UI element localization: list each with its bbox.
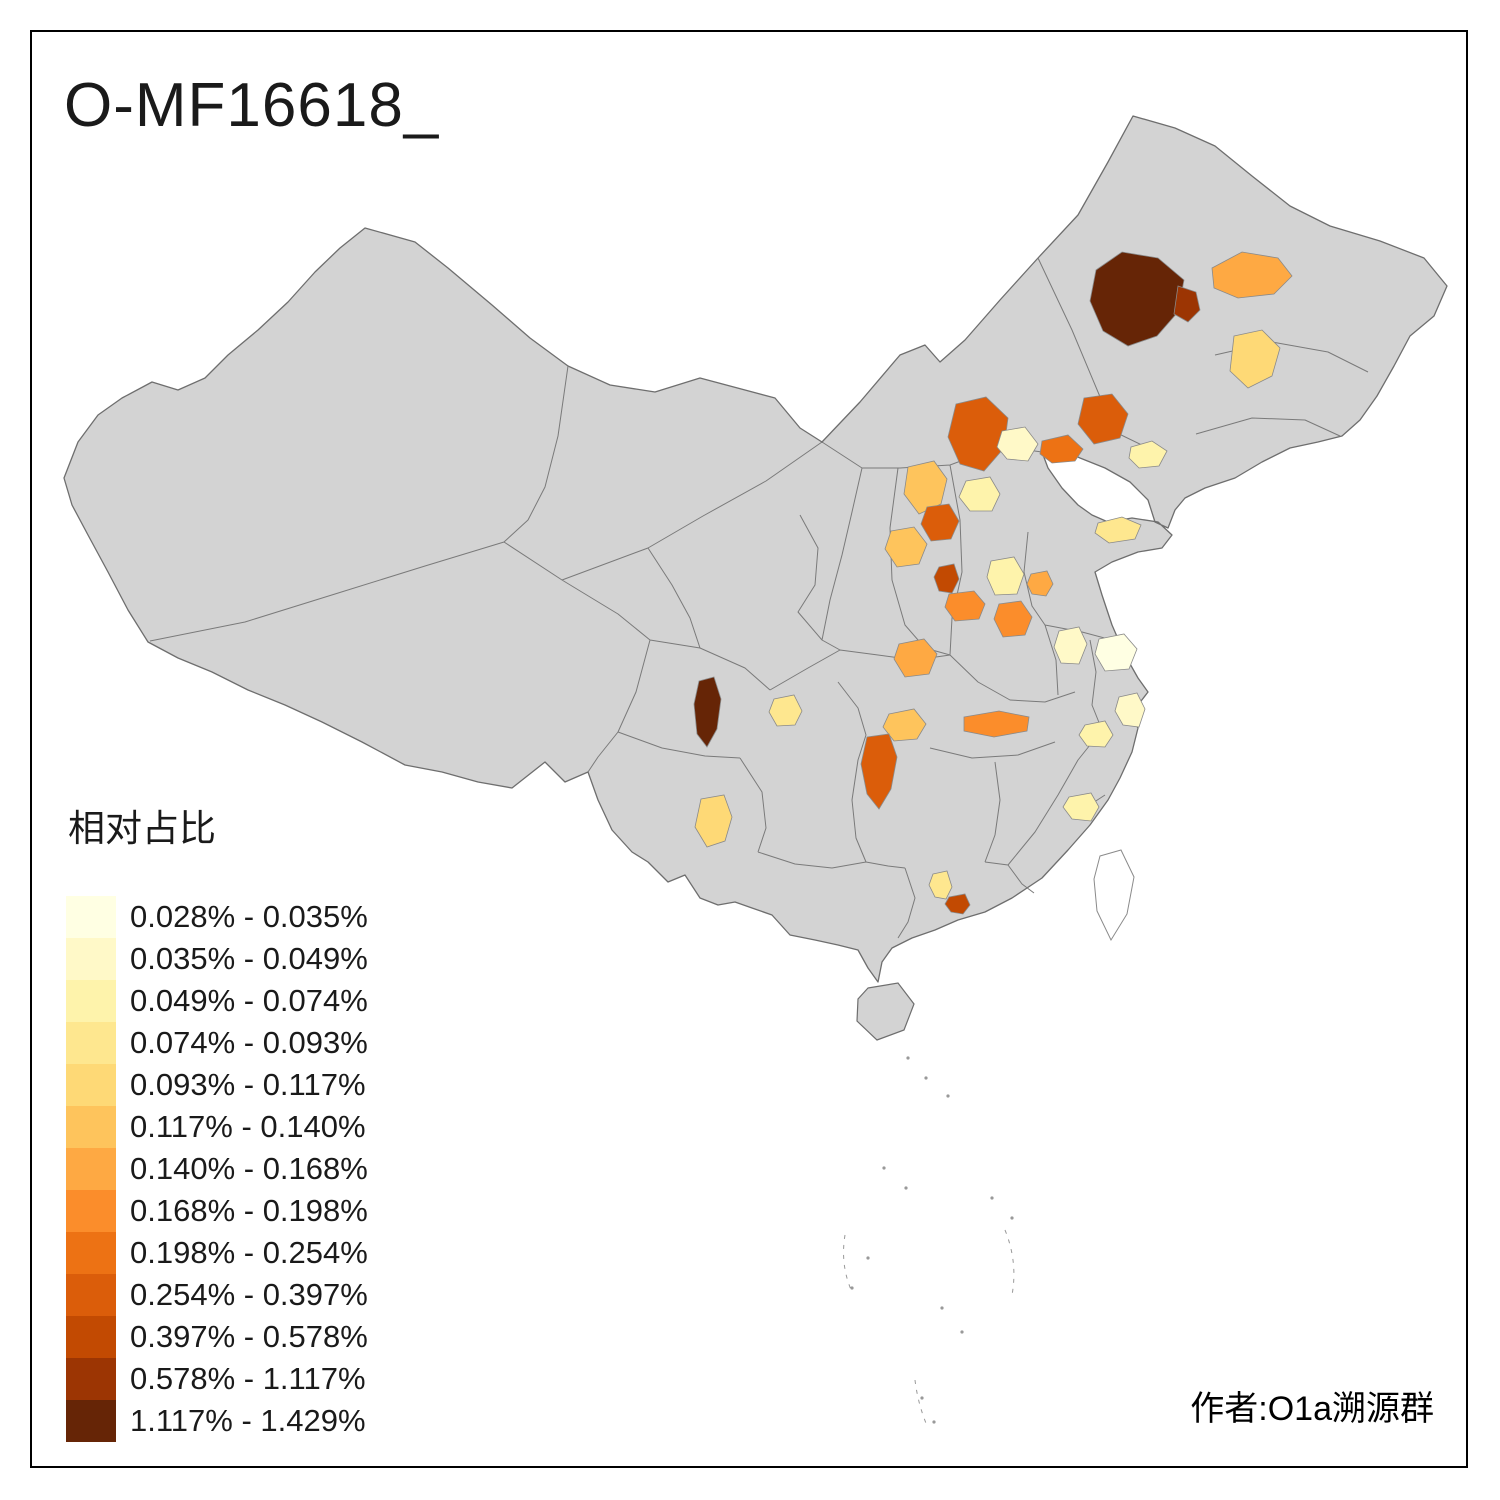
legend-swatch — [66, 1022, 116, 1064]
south-china-sea-dashed-lines — [843, 1229, 1015, 1429]
legend-rows: 0.028% - 0.035% 0.035% - 0.049% 0.049% -… — [66, 896, 368, 1442]
map-region-luoyang — [944, 590, 986, 622]
legend-swatch — [66, 1316, 116, 1358]
map-region-jinan — [1026, 570, 1054, 597]
legend-item: 0.074% - 0.093% — [66, 1022, 368, 1064]
legend-item: 0.198% - 0.254% — [66, 1232, 368, 1274]
legend-swatch — [66, 1274, 116, 1316]
legend-label: 0.117% - 0.140% — [130, 1109, 366, 1144]
map-region-northeast-lobe — [1173, 285, 1201, 323]
page-title: O-MF16618_ — [64, 71, 440, 140]
map-region-chongqing-north — [882, 708, 927, 742]
map-region-guangzhou — [944, 893, 971, 915]
map-region-north-anhui — [1053, 626, 1088, 665]
map-region-hohhot — [947, 396, 1009, 472]
map-region-lvliang — [884, 526, 928, 568]
map-region-beijing — [996, 426, 1039, 462]
legend-swatch — [66, 938, 116, 980]
legend-label: 0.168% - 0.198% — [130, 1193, 368, 1228]
south-china-sea-marks — [850, 1056, 1014, 1424]
legend-item: 0.093% - 0.117% — [66, 1064, 368, 1106]
province-borders — [149, 257, 1369, 939]
legend-title: 相对占比 — [68, 808, 216, 849]
colored-regions — [693, 251, 1293, 915]
legend-label: 0.035% - 0.049% — [130, 941, 368, 976]
legend-item: 0.028% - 0.035% — [66, 896, 368, 938]
map-region-liaodong — [1128, 440, 1168, 469]
legend-swatch — [66, 1232, 116, 1274]
map-region-xinzhou — [903, 460, 948, 515]
legend-swatch — [66, 1148, 116, 1190]
legend-swatch — [66, 896, 116, 938]
map-region-jiangxi-fujian — [1062, 792, 1100, 822]
legend-swatch — [66, 1106, 116, 1148]
map-region-changchun — [1229, 329, 1281, 389]
map-region-sichuan — [693, 676, 722, 748]
legend-label: 0.198% - 0.254% — [130, 1235, 368, 1270]
map-region-tangshan — [1039, 434, 1084, 464]
legend-label: 0.093% - 0.117% — [130, 1067, 366, 1102]
legend-item: 0.168% - 0.198% — [66, 1190, 368, 1232]
legend-label: 0.049% - 0.074% — [130, 983, 368, 1018]
legend-item: 0.049% - 0.074% — [66, 980, 368, 1022]
legend-item: 0.578% - 1.117% — [66, 1358, 368, 1400]
legend-label: 0.074% - 0.093% — [130, 1025, 368, 1060]
legend: 相对占比 0.028% - 0.035% 0.035% - 0.049% 0.0… — [66, 798, 368, 1442]
map-region-hubei — [963, 710, 1030, 738]
map-region-zhengzhou — [993, 600, 1033, 638]
map-region-south-anhui — [1078, 720, 1114, 748]
map-region-northeast-main — [1089, 251, 1185, 347]
map-region-west-hunan — [860, 733, 898, 810]
legend-swatch — [66, 1190, 116, 1232]
legend-swatch — [66, 1358, 116, 1400]
map-region-jiaodong — [1094, 516, 1142, 544]
legend-item: 0.140% - 0.168% — [66, 1148, 368, 1190]
map-region-linfen — [933, 563, 960, 594]
hainan-island — [856, 982, 915, 1041]
legend-label: 0.578% - 1.117% — [130, 1361, 366, 1396]
legend-swatch — [66, 1400, 116, 1442]
legend-swatch — [66, 980, 116, 1022]
taiwan-island — [1093, 849, 1135, 942]
legend-label: 1.117% - 1.429% — [130, 1403, 366, 1438]
map-region-xinxiang — [986, 556, 1025, 596]
map-region-shangluo — [893, 638, 938, 678]
map-region-north-jiangsu — [1094, 633, 1138, 672]
legend-item: 0.254% - 0.397% — [66, 1274, 368, 1316]
map-region-north-guangdong — [928, 870, 953, 900]
legend-label: 0.140% - 0.168% — [130, 1151, 368, 1186]
map-region-chengdu-east — [768, 694, 803, 727]
legend-item: 1.117% - 1.429% — [66, 1400, 368, 1442]
legend-label: 0.397% - 0.578% — [130, 1319, 368, 1354]
map-region-shanghai — [1114, 692, 1146, 728]
map-region-taiyuan — [920, 503, 960, 542]
legend-item: 0.035% - 0.049% — [66, 938, 368, 980]
map-region-northeast-east — [1211, 251, 1293, 299]
legend-swatch — [66, 1064, 116, 1106]
legend-label: 0.254% - 0.397% — [130, 1277, 368, 1312]
legend-item: 0.397% - 0.578% — [66, 1316, 368, 1358]
legend-label: 0.028% - 0.035% — [130, 899, 368, 934]
author-credit: 作者:O1a溯源群 — [1190, 1390, 1434, 1428]
map-region-kunming — [694, 794, 733, 848]
map-region-chengde — [1077, 393, 1129, 445]
map-region-baoding — [958, 476, 1001, 512]
legend-item: 0.117% - 0.140% — [66, 1106, 368, 1148]
